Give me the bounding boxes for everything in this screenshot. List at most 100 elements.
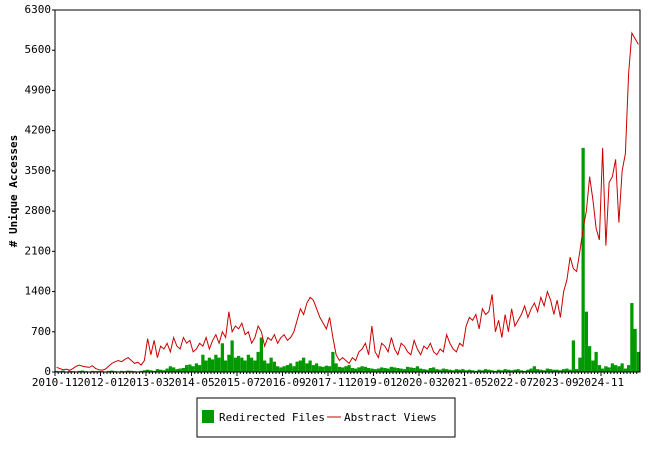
bar bbox=[220, 343, 224, 372]
bar bbox=[146, 369, 150, 372]
bar bbox=[55, 370, 59, 372]
bar bbox=[490, 370, 494, 372]
bar bbox=[181, 367, 185, 372]
bar bbox=[172, 367, 176, 372]
bar bbox=[539, 369, 543, 372]
bar bbox=[344, 366, 348, 372]
bar bbox=[506, 369, 510, 372]
bar bbox=[575, 369, 579, 372]
y-tick-label: 4200 bbox=[25, 124, 52, 137]
y-tick-label: 3500 bbox=[25, 164, 52, 177]
bar bbox=[529, 368, 533, 372]
bar bbox=[549, 369, 553, 372]
x-tick-label: 2024-11 bbox=[578, 376, 624, 389]
bar bbox=[617, 366, 621, 372]
bar bbox=[315, 363, 319, 372]
bar bbox=[386, 368, 390, 372]
bar bbox=[454, 369, 458, 372]
bar bbox=[214, 354, 218, 372]
y-tick-label: 5600 bbox=[25, 43, 52, 56]
bar bbox=[558, 370, 562, 372]
bar bbox=[636, 351, 640, 372]
bar bbox=[149, 370, 153, 372]
bar bbox=[542, 370, 546, 372]
bar bbox=[432, 367, 436, 372]
bar bbox=[614, 365, 618, 372]
legend-label: Abstract Views bbox=[344, 411, 437, 424]
bar bbox=[623, 368, 627, 372]
bar bbox=[308, 360, 312, 372]
bar bbox=[383, 367, 387, 372]
bar bbox=[568, 369, 572, 372]
bar bbox=[328, 366, 332, 372]
bar bbox=[389, 366, 393, 372]
y-tick-label: 2800 bbox=[25, 204, 52, 217]
y-tick-label: 6300 bbox=[25, 3, 52, 16]
bar bbox=[250, 357, 254, 372]
bar bbox=[282, 366, 286, 372]
bar bbox=[142, 370, 146, 372]
x-tick-label: 2010-11 bbox=[32, 376, 78, 389]
bar bbox=[552, 369, 556, 372]
bar bbox=[464, 370, 468, 372]
bar bbox=[510, 370, 514, 372]
bar bbox=[484, 369, 488, 372]
bar bbox=[474, 370, 478, 372]
legend-swatch bbox=[202, 410, 214, 423]
legend-label: Redirected Files bbox=[219, 411, 325, 424]
bar bbox=[399, 368, 403, 372]
bar bbox=[129, 370, 133, 372]
bar bbox=[536, 369, 540, 372]
bar bbox=[263, 360, 267, 372]
bar bbox=[110, 370, 114, 372]
bar bbox=[204, 360, 208, 372]
bar bbox=[415, 366, 419, 372]
bar bbox=[604, 366, 608, 372]
legend bbox=[196, 397, 456, 438]
bar bbox=[562, 369, 566, 372]
bar bbox=[198, 365, 202, 372]
x-tick-label: 2012-01 bbox=[77, 376, 123, 389]
bar bbox=[571, 340, 575, 372]
bar bbox=[545, 368, 549, 372]
bar bbox=[409, 367, 413, 372]
bar bbox=[610, 363, 614, 372]
bar bbox=[139, 370, 143, 372]
bar bbox=[175, 369, 179, 372]
line bbox=[56, 31, 639, 371]
bar bbox=[500, 370, 504, 372]
x-tick-label: 2014-05 bbox=[168, 376, 214, 389]
bar bbox=[230, 340, 234, 372]
bar bbox=[81, 370, 85, 372]
y-axis-label: # Unique Accesses bbox=[7, 135, 20, 248]
bar bbox=[298, 360, 302, 372]
plot-frame bbox=[54, 9, 641, 373]
bar bbox=[237, 355, 241, 372]
bar bbox=[627, 365, 631, 372]
bar bbox=[207, 357, 211, 372]
x-tick-label: 2013-03 bbox=[123, 376, 169, 389]
bar bbox=[168, 366, 172, 372]
bar bbox=[162, 370, 166, 372]
bar bbox=[422, 369, 426, 372]
bar bbox=[341, 367, 345, 372]
bar bbox=[90, 370, 94, 372]
bar bbox=[438, 369, 442, 372]
bar bbox=[370, 368, 374, 372]
bar bbox=[428, 367, 432, 372]
bar bbox=[633, 328, 637, 372]
bar bbox=[97, 370, 101, 372]
bar bbox=[233, 357, 237, 372]
x-tick-label: 2016-09 bbox=[259, 376, 305, 389]
bar bbox=[253, 360, 257, 372]
bar bbox=[276, 366, 280, 372]
bar bbox=[487, 369, 491, 372]
bar bbox=[68, 370, 72, 372]
bar bbox=[224, 360, 228, 372]
bar bbox=[555, 369, 559, 372]
bar bbox=[272, 361, 276, 372]
bar bbox=[188, 364, 192, 372]
bar bbox=[259, 337, 263, 372]
y-tick-label: 2100 bbox=[25, 244, 52, 257]
bar bbox=[519, 370, 523, 372]
